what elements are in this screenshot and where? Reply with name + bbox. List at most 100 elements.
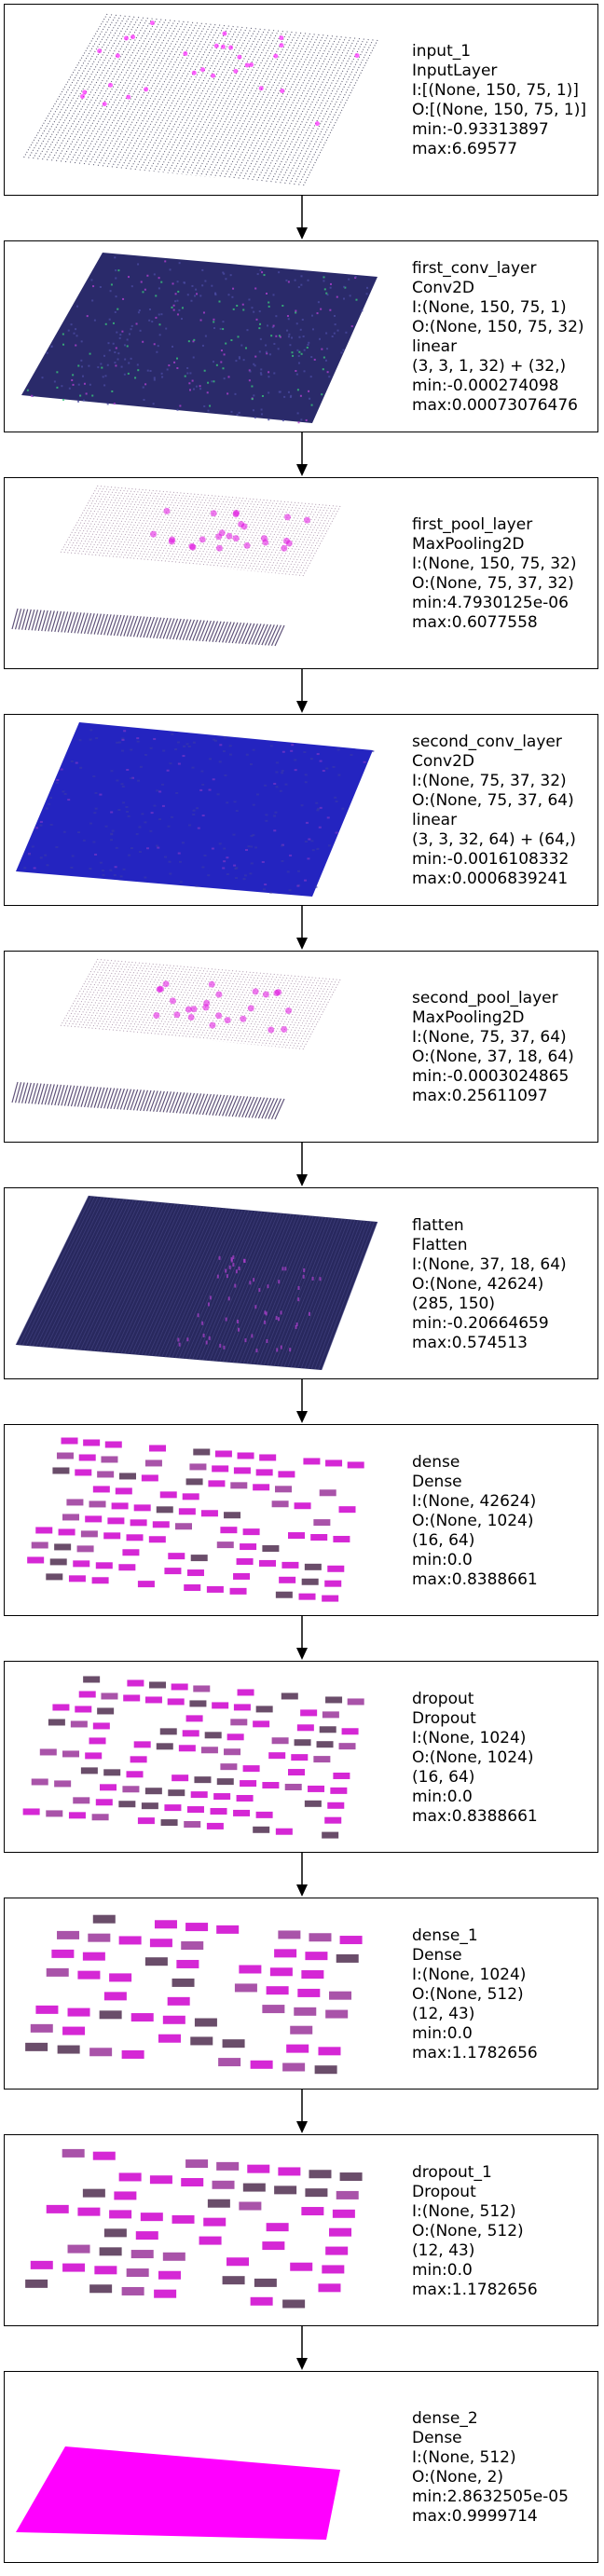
layer-visualization: [27, 1437, 364, 1602]
layer-input-shape: I:[(None, 150, 75, 1)]: [412, 81, 579, 100]
layer-output-shape: O:(None, 1024): [412, 1511, 534, 1530]
layer-min-value: min:0.0: [412, 2260, 473, 2280]
layer-type: Dense: [412, 1472, 462, 1491]
layer-output-shape: O:(None, 37, 18, 64): [412, 1048, 574, 1066]
layer-extra-info: (3, 3, 32, 64) + (64,): [412, 830, 576, 849]
layer-input-shape: I:(None, 1024): [412, 1965, 527, 1984]
layer-visualization: [22, 13, 378, 187]
layer-min-value: min:0.0: [412, 1787, 473, 1806]
layer-extra-info: (16, 64): [412, 1530, 475, 1550]
layer-type: Dropout: [412, 1708, 476, 1728]
layer-max-value: max:0.8388661: [412, 1569, 538, 1589]
layer-type: MaxPooling2D: [412, 1008, 525, 1027]
dense-activation-blocks: [25, 1914, 363, 2075]
layer-name: input_1: [412, 42, 472, 61]
arrow-down-icon: [296, 1379, 308, 1423]
layer-info: second_conv_layer Conv2D I:(None, 75, 37, …: [412, 715, 597, 905]
layer-input-shape: I:(None, 512): [412, 2201, 516, 2221]
layer-output-shape: O:(None, 75, 37, 32): [412, 574, 574, 593]
layer-name: dense_1: [412, 1925, 478, 1945]
arrow-down-icon: [296, 2090, 308, 2133]
layer-visualization: [15, 1195, 378, 1371]
layer-box-first_conv_layer: first_conv_layer Conv2D I:(None, 150, 75, …: [4, 240, 598, 432]
layer-min-value: min:-0.20664659: [412, 1313, 549, 1333]
arrow-down-icon: [296, 1143, 308, 1186]
layer-output-shape: O:(None, 1024): [412, 1747, 534, 1767]
layer-visualization: [11, 958, 341, 1120]
layer-type: MaxPooling2D: [412, 535, 525, 554]
layer-type: Conv2D: [412, 279, 475, 297]
layer-info: flatten Flatten I:(None, 37, 18, 64) O:(Non…: [412, 1188, 597, 1378]
arrow-down-icon: [296, 2326, 308, 2370]
layer-name: second_conv_layer: [412, 733, 562, 751]
pool-activation-volume: [11, 958, 341, 1120]
layer-min-value: min:-0.000274098: [412, 377, 559, 395]
conv-activation-volume: [21, 253, 378, 424]
layer-extra-info: (12, 43): [412, 2004, 475, 2023]
layer-visualization: [22, 1676, 364, 1839]
layer-type: Conv2D: [412, 752, 475, 771]
layer-type: InputLayer: [412, 62, 498, 80]
arrow-down-icon: [296, 1853, 308, 1897]
layer-box-dense_2: dense_2 Dense I:(None, 512) O:(None, 2) min:…: [4, 2371, 598, 2563]
layer-type: Dense: [412, 1945, 462, 1965]
layer-name: flatten: [412, 1215, 464, 1235]
layer-min-value: min:0.0: [412, 2023, 473, 2043]
layer-info: input_1 InputLayer I:[(None, 150, 75, 1)] O…: [412, 5, 597, 195]
layer-extra-info: (12, 43): [412, 2240, 475, 2260]
layer-max-value: max:1.1782656: [412, 2280, 538, 2299]
layer-input-shape: I:(None, 1024): [412, 1728, 527, 1747]
dense-activation-blocks: [25, 2148, 363, 2309]
output-activation-plane: [16, 2446, 340, 2540]
layer-max-value: max:6.69577: [412, 140, 518, 158]
layer-extra-info: (285, 150): [412, 1294, 495, 1313]
layer-min-value: min:-0.0003024865: [412, 1067, 570, 1086]
layer-extra-info: (16, 64): [412, 1767, 475, 1787]
layer-max-value: max:0.9999714: [412, 2507, 538, 2526]
layer-max-value: max:0.6077558: [412, 613, 538, 632]
layer-name: second_pool_layer: [412, 989, 558, 1007]
layer-info: dense_2 Dense I:(None, 512) O:(None, 2) min:…: [412, 2372, 597, 2562]
layer-input-shape: I:(None, 150, 75, 1): [412, 298, 567, 317]
arrow-down-icon: [296, 196, 308, 240]
layer-info: dropout Dropout I:(None, 1024) O:(None, 102…: [412, 1662, 597, 1852]
layer-input-shape: I:(None, 42624): [412, 1491, 537, 1511]
layer-extra-info: linear: [412, 337, 458, 356]
layer-box-dropout_1: dropout_1 Dropout I:(None, 512) O:(None, 51…: [4, 2134, 598, 2326]
layer-box-input_1: input_1 InputLayer I:[(None, 150, 75, 1)] O…: [4, 4, 598, 196]
layer-name: dense: [412, 1452, 460, 1472]
layer-box-second_pool_layer: second_pool_layer MaxPooling2D I:(None, 75…: [4, 951, 598, 1143]
layer-input-shape: I:(None, 75, 37, 64): [412, 1028, 567, 1047]
layer-type: Flatten: [412, 1235, 468, 1254]
arrow-down-icon: [296, 669, 308, 713]
layer-info: dense_1 Dense I:(None, 1024) O:(None, 512)(…: [412, 1898, 597, 2089]
layer-input-shape: I:(None, 37, 18, 64): [412, 1254, 567, 1274]
layer-extra-info: linear: [412, 811, 458, 829]
layer-name: dropout_1: [412, 2162, 492, 2182]
layer-extra-info: (3, 3, 1, 32) + (32,): [412, 357, 567, 376]
layer-box-first_pool_layer: first_pool_layer MaxPooling2D I:(None, 150…: [4, 477, 598, 669]
layer-input-shape: I:(None, 75, 37, 32): [412, 772, 567, 790]
layer-output-shape: O:(None, 512): [412, 2221, 524, 2240]
layer-min-value: min:4.7930125e-06: [412, 594, 569, 612]
layer-info: dropout_1 Dropout I:(None, 512) O:(None, 51…: [412, 2135, 597, 2325]
input-activation-grid: [22, 13, 378, 187]
layer-type: Dropout: [412, 2182, 476, 2201]
flatten-activation-volume: [15, 1195, 378, 1371]
layer-info: second_pool_layer MaxPooling2D I:(None, 75…: [412, 952, 597, 1142]
arrow-down-icon: [296, 906, 308, 950]
layer-min-value: min:0.0: [412, 1550, 473, 1569]
layer-max-value: max:1.1782656: [412, 2043, 538, 2062]
layer-output-shape: O:[(None, 150, 75, 1)]: [412, 101, 587, 119]
layer-name: dense_2: [412, 2409, 478, 2428]
layer-min-value: min:2.8632505e-05: [412, 2487, 569, 2506]
layer-box-flatten: flatten Flatten I:(None, 37, 18, 64) O:(Non…: [4, 1187, 598, 1379]
layer-min-value: min:-0.0016108332: [412, 850, 570, 869]
layer-box-dense: dense Dense I:(None, 42624) O:(None, 1024)(…: [4, 1424, 598, 1616]
pool-activation-volume: [11, 485, 341, 647]
layer-box-dropout: dropout Dropout I:(None, 1024) O:(None, 102…: [4, 1661, 598, 1853]
layer-type: Dense: [412, 2429, 462, 2447]
layer-name: dropout: [412, 1689, 474, 1708]
layer-output-shape: O:(None, 42624): [412, 1274, 544, 1294]
arrow-down-icon: [296, 1616, 308, 1660]
